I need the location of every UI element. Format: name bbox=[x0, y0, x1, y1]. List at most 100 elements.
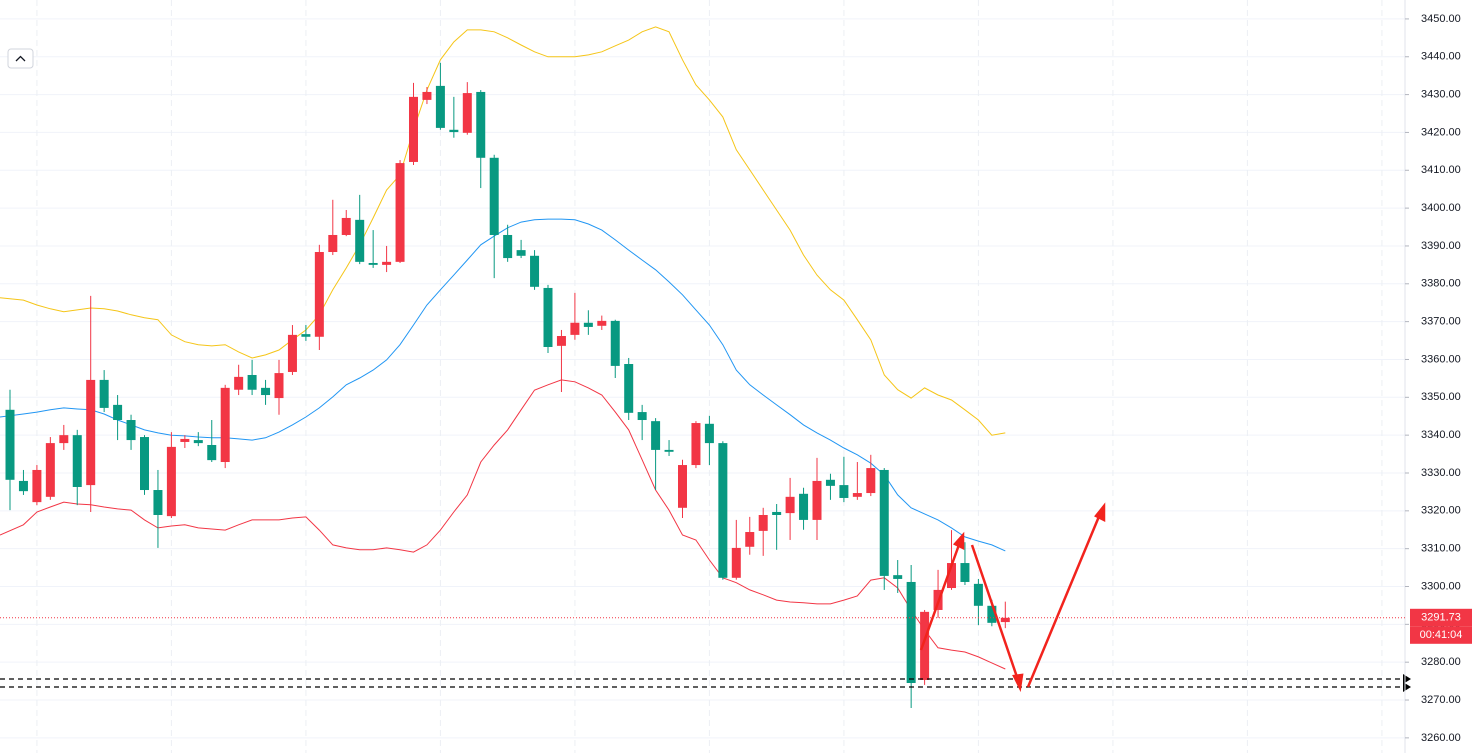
candle-body bbox=[893, 575, 903, 579]
candle-body bbox=[32, 469, 42, 503]
last-price-label: 3291.73 bbox=[1421, 612, 1461, 624]
candle-body bbox=[920, 611, 930, 680]
candle-body bbox=[947, 563, 956, 589]
candle-body bbox=[503, 234, 513, 259]
candle-body bbox=[220, 387, 230, 463]
y-tick-label: 3320.00 bbox=[1421, 505, 1461, 517]
candle-body bbox=[489, 157, 499, 235]
candle-body bbox=[530, 255, 540, 287]
collapse-button[interactable] bbox=[7, 48, 34, 69]
candle-body bbox=[597, 320, 607, 326]
candle-body bbox=[193, 440, 203, 444]
y-tick-label: 3410.00 bbox=[1421, 164, 1461, 176]
candle-body bbox=[409, 96, 418, 162]
candle-body bbox=[5, 409, 15, 480]
candle-body bbox=[825, 479, 835, 486]
candle-body bbox=[678, 465, 687, 508]
arrow-head bbox=[952, 531, 965, 551]
candle-body bbox=[180, 438, 190, 442]
countdown-box bbox=[1410, 626, 1472, 644]
y-tick-label: 3350.00 bbox=[1421, 391, 1461, 403]
candle-body bbox=[86, 379, 96, 486]
button-frame[interactable] bbox=[7, 48, 34, 69]
last-price-box bbox=[1410, 608, 1472, 627]
candle-body bbox=[516, 250, 526, 256]
candle-body bbox=[799, 493, 809, 520]
candle-body bbox=[704, 423, 714, 444]
candle-body bbox=[570, 322, 580, 335]
arrows bbox=[919, 502, 1106, 693]
level-marker bbox=[1403, 682, 1411, 692]
candle-body bbox=[543, 287, 553, 347]
candle-body bbox=[866, 468, 876, 494]
candle-body bbox=[301, 334, 311, 337]
level-marker bbox=[1403, 674, 1411, 684]
countdown-label: 00:41:04 bbox=[1420, 629, 1463, 641]
candle-body bbox=[852, 493, 862, 497]
candle-body bbox=[422, 91, 432, 100]
candle-body bbox=[812, 480, 822, 520]
arrow-head bbox=[1012, 673, 1024, 693]
y-tick-label: 3390.00 bbox=[1421, 240, 1461, 252]
candle-body bbox=[113, 404, 123, 421]
candle-body bbox=[99, 379, 109, 408]
band-line bbox=[0, 26, 1006, 436]
candle-body bbox=[18, 480, 28, 492]
y-tick-label: 3430.00 bbox=[1421, 89, 1461, 101]
candle-body bbox=[166, 446, 176, 517]
candle-body bbox=[247, 374, 257, 390]
candle-body bbox=[745, 532, 755, 547]
y-tick-label: 3370.00 bbox=[1421, 316, 1461, 328]
candle-body bbox=[973, 583, 983, 606]
band-line bbox=[0, 379, 1006, 670]
candle-body bbox=[355, 219, 365, 262]
bands bbox=[0, 26, 1006, 670]
candle-body bbox=[462, 93, 472, 133]
candle-body bbox=[772, 511, 782, 515]
grid bbox=[0, 18, 1405, 739]
candle-body bbox=[610, 320, 620, 366]
candle-body bbox=[691, 423, 701, 466]
candle-body bbox=[583, 322, 593, 327]
y-tick-label: 3330.00 bbox=[1421, 467, 1461, 479]
candle-body bbox=[314, 252, 324, 337]
y-tick-label: 3340.00 bbox=[1421, 429, 1461, 441]
candle-body bbox=[651, 421, 661, 450]
candle-body bbox=[664, 449, 674, 452]
candle-body bbox=[435, 85, 445, 128]
arrow bbox=[970, 544, 1020, 681]
candle-body bbox=[153, 490, 163, 515]
candle-body bbox=[368, 262, 378, 265]
y-tick-label: 3420.00 bbox=[1421, 126, 1461, 138]
candle-body bbox=[1000, 617, 1010, 623]
y-tick-label: 3260.00 bbox=[1421, 732, 1461, 744]
candle-body bbox=[328, 234, 338, 253]
candle-body bbox=[382, 261, 392, 265]
candle-body bbox=[140, 437, 149, 491]
candle-body bbox=[45, 443, 55, 497]
candle-body bbox=[261, 387, 271, 396]
candle-body bbox=[449, 129, 459, 133]
arrow bbox=[919, 541, 962, 651]
y-tick-label: 3400.00 bbox=[1421, 202, 1461, 214]
band-line bbox=[0, 218, 1006, 552]
candle-body bbox=[637, 412, 647, 421]
candle-body bbox=[839, 485, 849, 498]
y-tick-label: 3360.00 bbox=[1421, 353, 1461, 365]
candle-body bbox=[59, 435, 69, 444]
candle-body bbox=[718, 443, 728, 578]
button-icon bbox=[15, 55, 26, 62]
candle-body bbox=[341, 217, 351, 235]
y-tick-label: 3270.00 bbox=[1421, 694, 1461, 706]
arrow-head bbox=[1094, 502, 1106, 523]
candle-body bbox=[476, 91, 486, 158]
candle-body bbox=[234, 376, 244, 390]
candle-body bbox=[126, 420, 136, 441]
candle-body bbox=[906, 581, 916, 683]
candle-body bbox=[72, 435, 82, 487]
candle-body bbox=[987, 605, 997, 623]
candle-body bbox=[879, 469, 889, 576]
y-tick-label: 3380.00 bbox=[1421, 278, 1461, 290]
